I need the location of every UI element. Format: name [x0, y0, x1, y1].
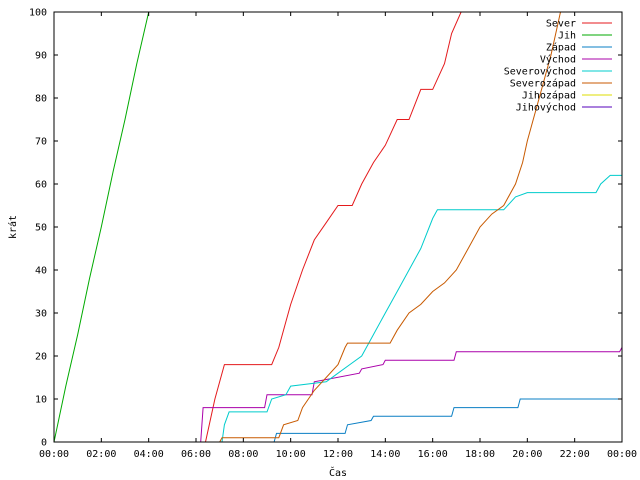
y-tick-label: 70 [35, 137, 47, 148]
legend-label: Severozápad [510, 78, 576, 90]
y-tick-label: 90 [35, 51, 47, 62]
legend-label: Sever [546, 19, 576, 30]
x-tick-label: 12:00 [323, 449, 353, 460]
legend-label: Severovýchod [504, 66, 576, 78]
series-line-východ [54, 347, 622, 442]
x-tick-label: 00:00 [39, 449, 69, 460]
x-axis: 00:00 02:00 04:00 06:00 08:00 10:00 12:00 14:00… [39, 12, 637, 460]
y-tick-label: 20 [35, 352, 47, 363]
x-axis-label: Čas [329, 466, 347, 479]
y-tick-label: 40 [35, 266, 47, 277]
x-tick-label: 02:00 [86, 449, 116, 460]
legend-label: Jihovýchod [516, 102, 576, 114]
x-tick-label: 04:00 [134, 449, 164, 460]
x-tick-label: 22:00 [560, 449, 590, 460]
y-tick-label: 60 [35, 180, 47, 191]
y-tick-label: 100 [29, 8, 47, 19]
series-line-sever [54, 12, 462, 442]
x-tick-label: 06:00 [181, 449, 211, 460]
plot-lines [54, 12, 622, 442]
y-tick-label: 0 [41, 438, 47, 449]
x-tick-label: 10:00 [276, 449, 306, 460]
series-line-severovýchod [54, 174, 622, 442]
series-line-západ [54, 398, 622, 442]
x-tick-label: 00:00 [607, 449, 637, 460]
legend-label: Jihozápad [522, 90, 576, 102]
series-line-severozápad [54, 12, 561, 442]
y-axis: 0 10 20 30 40 50 60 70 80 90 100 [29, 8, 622, 449]
x-tick-label: 20:00 [512, 449, 542, 460]
legend-label: Západ [546, 42, 576, 54]
y-tick-label: 50 [35, 223, 47, 234]
x-tick-label: 14:00 [370, 449, 400, 460]
x-tick-label: 18:00 [465, 449, 495, 460]
y-tick-label: 80 [35, 94, 47, 105]
legend-label: Východ [540, 54, 576, 66]
x-tick-label: 16:00 [418, 449, 448, 460]
y-axis-label: krát [7, 215, 19, 239]
y-tick-label: 10 [35, 395, 47, 406]
legend-label: Jih [558, 31, 576, 42]
x-tick-label: 08:00 [228, 449, 258, 460]
y-tick-label: 30 [35, 309, 47, 320]
legend: SeverJihZápadVýchodSeverovýchodSeverozáp… [504, 19, 612, 114]
series-line-jih [54, 12, 150, 442]
